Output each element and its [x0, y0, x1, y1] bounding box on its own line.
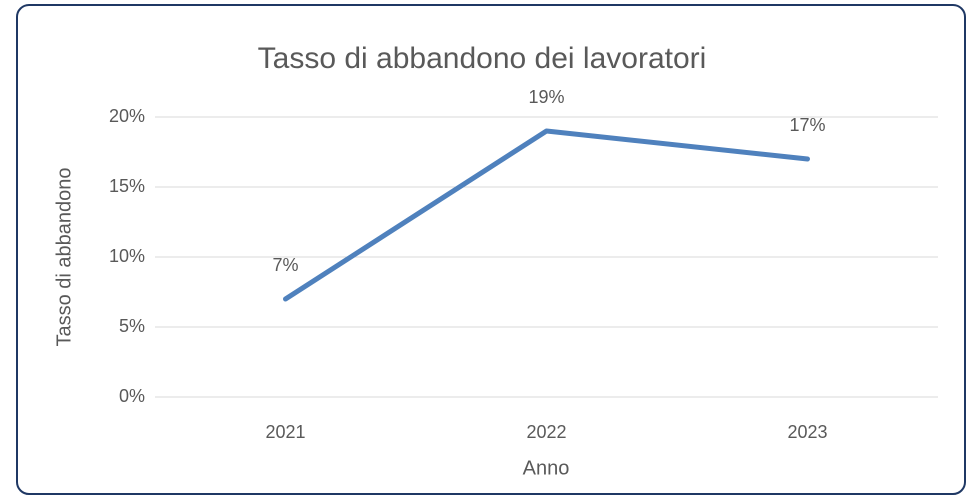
- y-tick-label: 20%: [109, 106, 145, 126]
- data-label: 19%: [528, 87, 564, 107]
- chart-frame: [16, 4, 966, 495]
- line-series: [283, 128, 810, 302]
- data-label: 7%: [272, 255, 298, 275]
- chart-title: Tasso di abbandono dei lavoratori: [258, 42, 707, 75]
- x-tick-label: 2023: [787, 422, 827, 442]
- x-axis-label: Anno: [523, 457, 570, 479]
- x-tick-label: 2022: [526, 422, 566, 442]
- data-label: 17%: [789, 115, 825, 135]
- y-tick-label: 0%: [119, 386, 145, 406]
- y-tick-label: 15%: [109, 176, 145, 196]
- y-axis-label: Tasso di abbandono: [53, 167, 75, 346]
- x-tick-label: 2021: [265, 422, 305, 442]
- y-tick-label: 5%: [119, 316, 145, 336]
- y-tick-label: 10%: [109, 246, 145, 266]
